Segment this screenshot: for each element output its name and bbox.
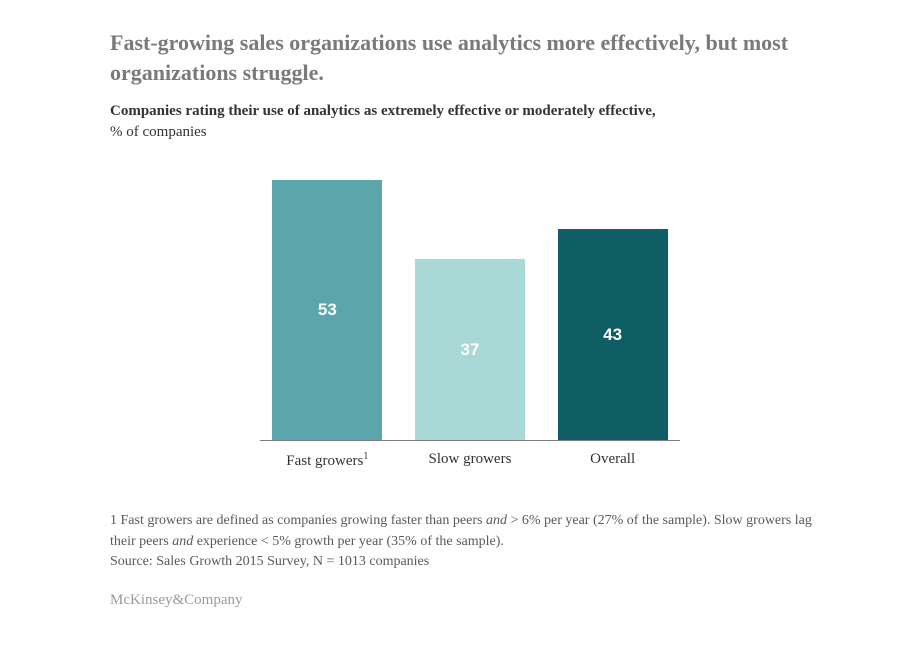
footnote-part: experience < 5% growth per year (35% of … [193, 534, 504, 549]
footnote-part: and [172, 534, 193, 549]
bar-value: 53 [318, 300, 337, 320]
bar-chart: 53 37 43 Fast growers1 Slow growers Overall [260, 181, 680, 471]
unit-label: % of companies [110, 124, 830, 141]
x-label: Slow growers [415, 451, 525, 470]
source-line: Source: Sales Growth 2015 Survey, N = 10… [110, 554, 830, 570]
chart-title: Fast-growing sales organizations use ana… [110, 28, 830, 87]
x-label: Overall [558, 451, 668, 470]
plot-area: 53 37 43 [260, 181, 680, 441]
bar-value: 37 [461, 340, 480, 360]
footnote: 1 Fast growers are defined as companies … [110, 511, 830, 552]
bar-value: 43 [603, 325, 622, 345]
chart-subtitle: Companies rating their use of analytics … [110, 101, 830, 122]
brand-logo: McKinsey&Company [110, 592, 830, 609]
chart-container: 53 37 43 Fast growers1 Slow growers Overall [110, 181, 830, 471]
subtitle-text: Companies rating their use of analytics … [110, 103, 656, 119]
bar: 37 [415, 259, 525, 441]
bar: 43 [558, 229, 668, 440]
bar: 53 [272, 180, 382, 440]
footnote-part: and [486, 513, 507, 528]
x-label: Fast growers1 [272, 451, 382, 470]
x-axis-labels: Fast growers1 Slow growers Overall [260, 451, 680, 470]
footnote-part: 1 Fast growers are defined as companies … [110, 513, 486, 528]
